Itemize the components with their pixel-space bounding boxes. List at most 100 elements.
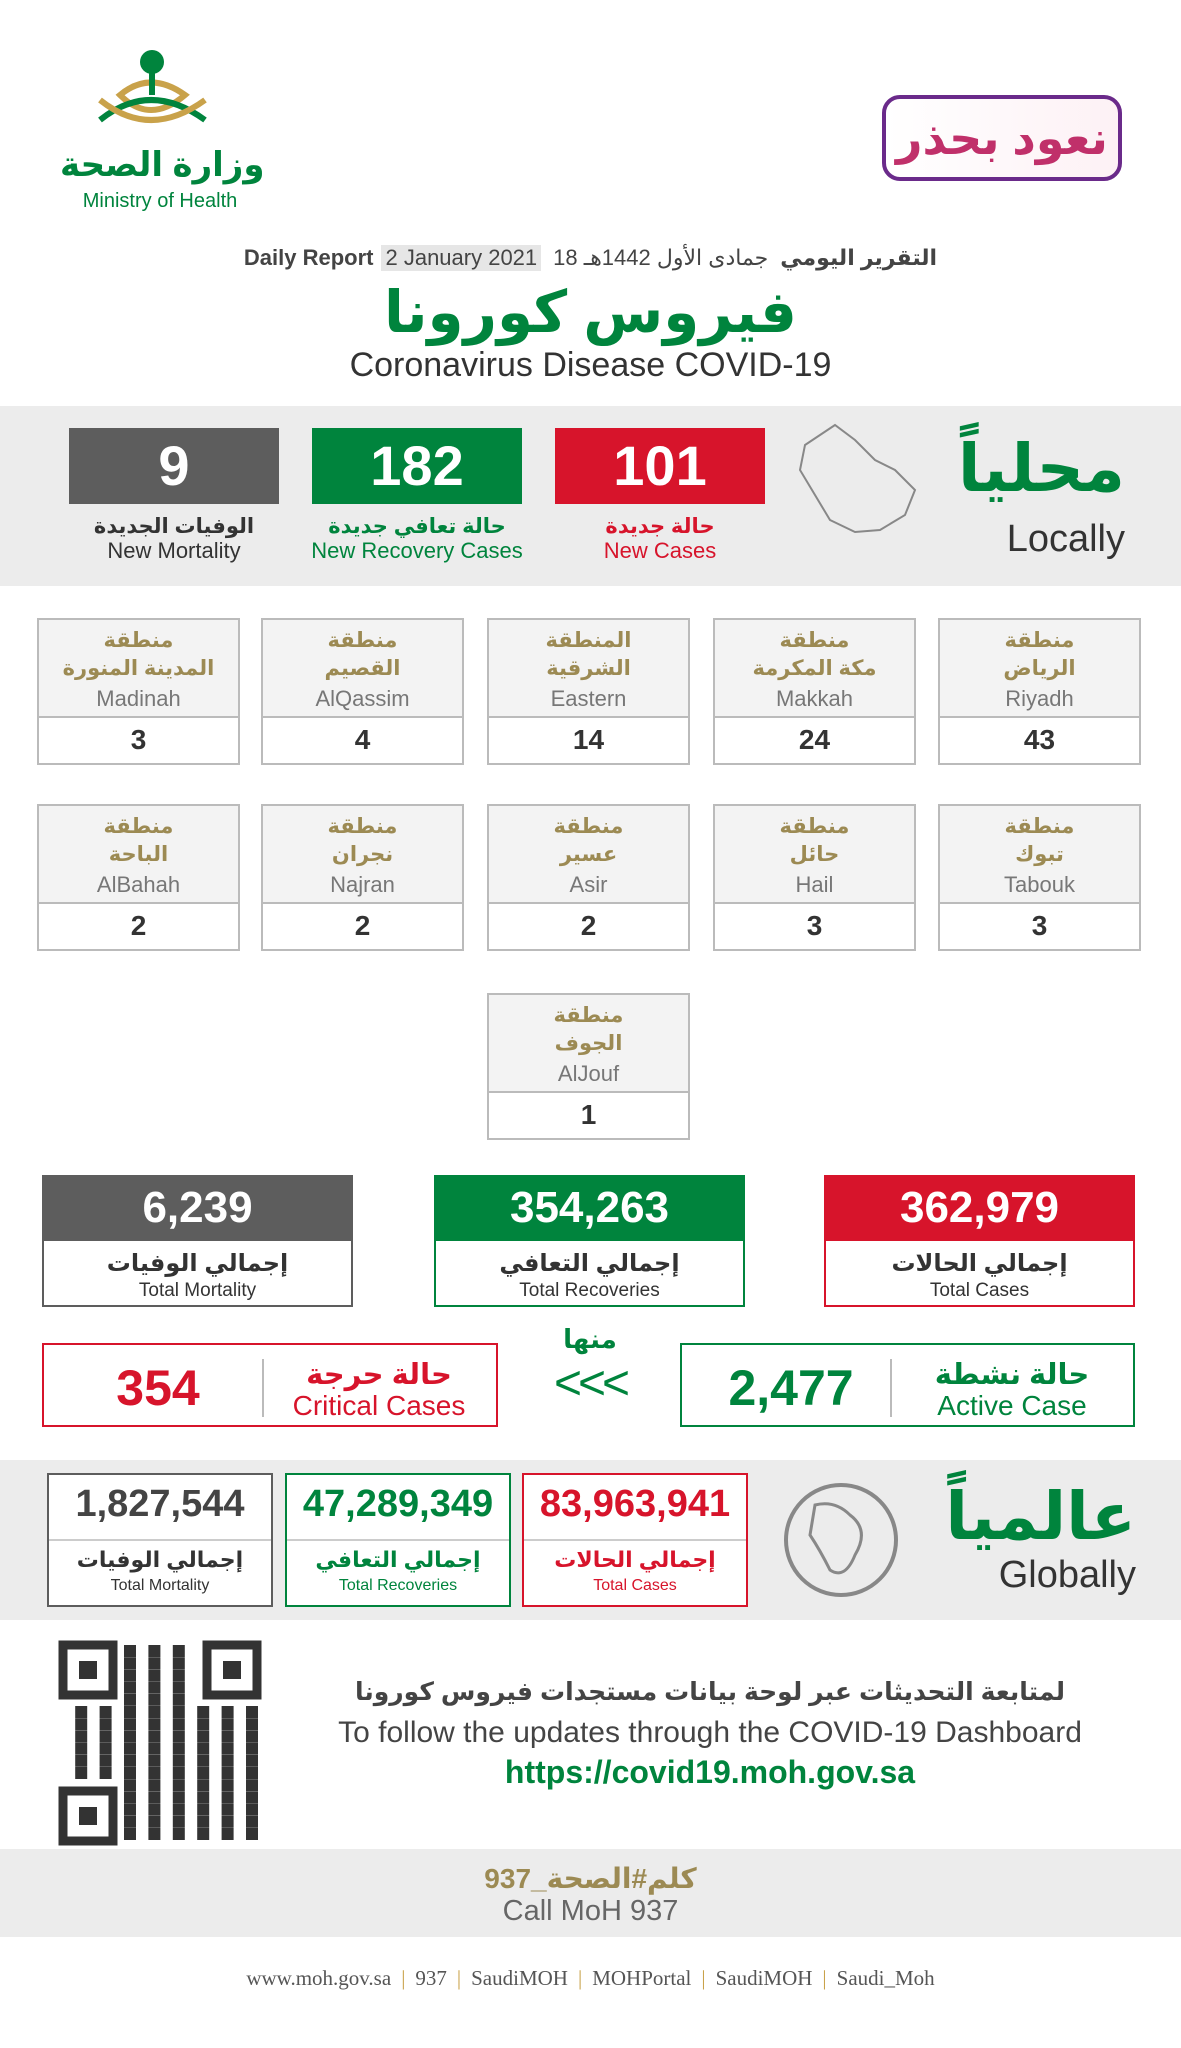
global-card: 47,289,349 إجمالي التعافي Total Recoveries <box>285 1473 511 1607</box>
footer-link[interactable]: SaudiMOH <box>471 1966 568 1990</box>
qr-module <box>124 1779 136 1792</box>
qr-module <box>148 1828 161 1840</box>
region-name-en: AlBahah <box>96 872 181 897</box>
region-name-ar: الباحة <box>108 843 169 866</box>
region-value: 3 <box>806 910 823 941</box>
local-stat-value: 182 <box>312 428 522 504</box>
total-value: 362,979 <box>824 1175 1135 1241</box>
qr-module <box>246 1742 258 1755</box>
saudi-map <box>798 423 917 534</box>
local-stat-label-ar: حالة تعافي جديدة <box>328 515 506 538</box>
global-value: 1,827,544 <box>49 1483 271 1541</box>
qr-module <box>124 1754 136 1767</box>
local-title-ar: محلياً <box>957 431 1125 505</box>
total-value: 6,239 <box>42 1175 353 1241</box>
region-card: منطقة حائل Hail 3 <box>713 804 916 951</box>
global-card: 83,963,941 إجمالي الحالات Total Cases <box>522 1473 748 1607</box>
region-value: 2 <box>130 910 147 941</box>
region-name-ar: الشرقية <box>546 657 631 680</box>
region-value: 2 <box>580 910 597 941</box>
region-header: منطقة الرياض Riyadh <box>940 620 1139 718</box>
qr-module <box>99 1767 112 1779</box>
global-value: 47,289,349 <box>287 1483 509 1541</box>
qr-module <box>221 1803 234 1816</box>
qr-module <box>197 1706 210 1718</box>
footer-link[interactable]: MOHPortal <box>592 1966 692 1990</box>
qr-module <box>124 1803 136 1816</box>
qr-module <box>75 1706 88 1718</box>
qr-module <box>148 1742 161 1755</box>
qr-module <box>172 1669 185 1682</box>
qr-module <box>246 1730 258 1743</box>
region-name-ar: القصيم <box>324 657 401 680</box>
local-stat-label-en: New Cases <box>603 538 717 563</box>
qr-module <box>124 1730 136 1743</box>
footer: www.moh.gov.sa | 937 | SaudiMOH | MOHPortal | Sa… <box>0 1966 1181 1991</box>
qr-module <box>148 1706 161 1718</box>
region-value: 3 <box>1031 910 1048 941</box>
qr-module <box>148 1681 161 1694</box>
local-stat-label-ar: الوفيات الجديدة <box>93 515 255 538</box>
qr-module <box>221 1767 234 1779</box>
qr-module <box>75 1742 88 1755</box>
active-label-en: Active Case <box>937 1390 1087 1421</box>
qr-module <box>99 1706 112 1718</box>
qr-module <box>75 1767 88 1779</box>
region-name-en: Asir <box>569 872 608 897</box>
global-label-en: Total Recoveries <box>338 1577 458 1594</box>
of-which: منها <box>563 1324 617 1354</box>
title-en: Coronavirus Disease COVID-19 <box>349 346 832 384</box>
qr-module <box>124 1742 136 1755</box>
region-name-ar: المدينة المنورة <box>62 657 215 680</box>
region-header: منطقة مكة المكرمة Makkah <box>715 620 914 718</box>
region-value: 14 <box>572 724 605 755</box>
qr-module <box>197 1815 210 1828</box>
qr-module <box>124 1767 136 1779</box>
qr-module <box>124 1669 136 1682</box>
dashboard-text-ar: لمتابعة التحديثات عبر لوحة بيانات مستجدا… <box>354 1678 1066 1706</box>
call-band <box>0 1849 1181 1937</box>
qr-module <box>221 1828 234 1840</box>
region-value: 3 <box>130 724 147 755</box>
region-header: منطقة الباحة AlBahah <box>39 806 238 904</box>
campaign-logo: نعود بحذر <box>882 95 1122 181</box>
region-name-en: Madinah <box>96 686 181 711</box>
footer-link[interactable]: 937 <box>415 1966 447 1990</box>
qr-module <box>124 1718 136 1731</box>
qr-module <box>172 1730 185 1743</box>
qr-module <box>124 1657 136 1670</box>
total-card: 362,979 إجمالي الحالات Total Cases <box>824 1175 1135 1307</box>
call-ar: كلم#الصحة_937 <box>484 1863 697 1894</box>
total-label-en: Total Cases <box>929 1280 1030 1301</box>
total-label-en: Total Mortality <box>138 1280 257 1301</box>
qr-module <box>99 1730 112 1743</box>
local-stat-label-ar: حالة جديدة <box>605 515 715 538</box>
qr-module <box>172 1754 185 1767</box>
critical-card: حالة حرجة Critical Cases 354 <box>42 1343 498 1427</box>
global-label-en: Total Mortality <box>110 1577 210 1594</box>
local-title-en: Locally <box>1006 518 1125 560</box>
footer-link[interactable]: SaudiMOH <box>715 1966 813 1990</box>
ministry-en: Ministry of Health <box>82 190 238 212</box>
report-line: Daily Report 2 January 2021 18 جمادى الأول… <box>0 245 1181 271</box>
region-value: 43 <box>1023 724 1056 755</box>
ministry-ar: وزارة الصحة <box>60 146 265 184</box>
footer-link[interactable]: Saudi_Moh <box>836 1966 935 1990</box>
qr-module <box>172 1742 185 1755</box>
qr-module <box>75 1718 88 1731</box>
qr-module <box>246 1828 258 1840</box>
call-en: Call MoH 937 <box>502 1895 679 1927</box>
footer-link[interactable]: www.moh.gov.sa <box>246 1966 392 1990</box>
region-header: منطقة نجران Najran <box>263 806 462 904</box>
region-card: منطقة الباحة AlBahah 2 <box>37 804 240 951</box>
active-label-ar: حالة نشطة <box>934 1359 1090 1391</box>
qr-module <box>246 1779 258 1792</box>
active-card: حالة نشطة Active Case 2,477 <box>680 1343 1135 1427</box>
qr-module <box>197 1730 210 1743</box>
qr-module <box>148 1718 161 1731</box>
qr-module <box>197 1779 210 1792</box>
qr-module <box>124 1645 136 1657</box>
dashboard-url[interactable]: https://covid19.moh.gov.sa <box>504 1754 916 1790</box>
region-prefix: المنطقة <box>545 629 632 652</box>
